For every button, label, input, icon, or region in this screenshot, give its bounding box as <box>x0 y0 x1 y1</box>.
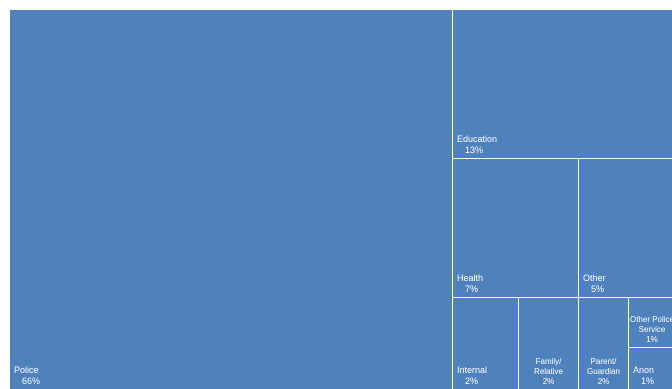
tile-name-text: Anon <box>633 365 655 375</box>
tile-name-text: Relative <box>534 367 563 376</box>
tile-name-text: Other Police <box>629 315 672 324</box>
treemap-tile: Parent/Guardian 2% <box>579 298 628 389</box>
treemap-tile: Health 7% <box>453 159 578 297</box>
tile-percent-text: 2% <box>597 377 610 386</box>
tile-percent-text: 2% <box>542 377 555 386</box>
tile-name-text: Health <box>457 273 484 283</box>
tile-name-text: Family/ <box>535 357 562 366</box>
treemap-tile-label: Internal 2% <box>453 365 518 387</box>
treemap-tile-label: Anon 1% <box>629 365 672 387</box>
treemap-tile: Police 66% <box>10 10 452 389</box>
treemap-tile-label: Family/Relative 2% <box>519 357 578 387</box>
tile-name-text: Police <box>14 365 39 375</box>
treemap-tile-label: Other 5% <box>579 273 672 295</box>
tile-name-text: Guardian <box>587 367 620 376</box>
tile-percent-text: 1% <box>646 335 658 344</box>
tile-percent-text: 66% <box>22 376 41 386</box>
tile-name-text: Parent/ <box>590 357 617 366</box>
treemap-tile-label: Other Police Service 1% <box>629 315 672 345</box>
treemap-tile: Family/Relative 2% <box>519 298 578 389</box>
tile-name-text: Service <box>638 325 666 334</box>
treemap-tile-label: Education 13% <box>453 134 672 156</box>
tile-percent-text: 1% <box>641 376 655 386</box>
tile-percent-text: 13% <box>465 145 484 155</box>
treemap-tile-label: Police 66% <box>10 365 452 387</box>
tile-percent-text: 7% <box>465 284 479 294</box>
treemap-tile-label: Health 7% <box>453 273 578 295</box>
treemap-tile: Other Police Service 1% <box>629 298 672 347</box>
treemap-tile-label: Parent/Guardian 2% <box>579 357 628 387</box>
tile-percent-text: 5% <box>591 284 605 294</box>
treemap-tile: Internal 2% <box>453 298 518 389</box>
treemap-tile: Education 13% <box>453 10 672 158</box>
treemap-tile: Other 5% <box>579 159 672 297</box>
tile-percent-text: 2% <box>465 376 479 386</box>
tile-name-text: Education <box>457 134 498 144</box>
tile-name-text: Other <box>583 273 606 283</box>
tile-name-text: Internal <box>457 365 488 375</box>
treemap-tile: Anon 1% <box>629 348 672 389</box>
